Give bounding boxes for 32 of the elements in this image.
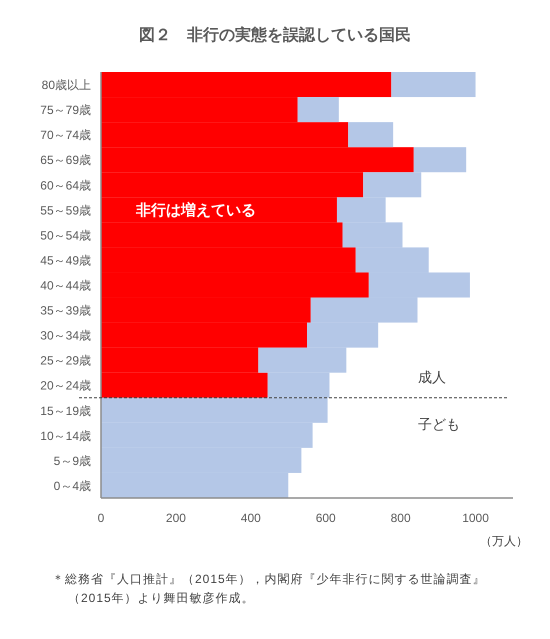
y-tick-label: 50～54歳	[40, 228, 91, 242]
y-tick-label: 30～34歳	[40, 328, 91, 343]
y-tick-label: 0～4歳	[54, 478, 91, 493]
bar	[391, 72, 476, 98]
chart-title: 図２ 非行の実態を誤認している国民	[139, 25, 411, 44]
y-tick-label: 10～14歳	[40, 428, 91, 443]
y-tick-label: 20～24歳	[40, 378, 91, 393]
y-tick-label: 60～64歳	[40, 178, 91, 192]
x-axis-title: （万人）	[480, 534, 528, 548]
y-tick-label: 15～19歳	[40, 404, 91, 418]
x-tick-label: 200	[166, 511, 186, 525]
y-tick-label: 40～44歳	[40, 278, 91, 292]
y-tick-label: 5～9歳	[54, 454, 91, 468]
y-tick-label: 80歳以上	[42, 78, 91, 92]
x-tick-label: 1000	[462, 511, 490, 525]
y-tick-label: 55～59歳	[40, 203, 91, 218]
annotation: 子ども	[418, 416, 460, 432]
y-tick-label: 75～79歳	[40, 103, 91, 118]
y-tick-label: 25～29歳	[40, 354, 91, 368]
bar	[348, 122, 394, 148]
y-tick-label: 35～39歳	[40, 304, 91, 318]
text: ＊総務省『人口推計』（2015年），内閣府『少年非行に関する世論調査』（2015年）より舞田敏彦作成。	[52, 571, 487, 607]
y-tick-label: 45～49歳	[40, 253, 91, 268]
x-tick-label: 600	[316, 511, 336, 525]
x-tick-label: 400	[240, 511, 262, 525]
annotation: 成人	[418, 368, 446, 385]
x-tick-label: 0	[98, 511, 105, 525]
x-tick-label: 800	[390, 511, 411, 525]
y-tick-label: 65～69歳	[40, 153, 91, 168]
y-tick-label: 70～74歳	[40, 128, 91, 142]
bar	[298, 97, 339, 122]
series-label: 非行は増えている	[135, 200, 256, 219]
